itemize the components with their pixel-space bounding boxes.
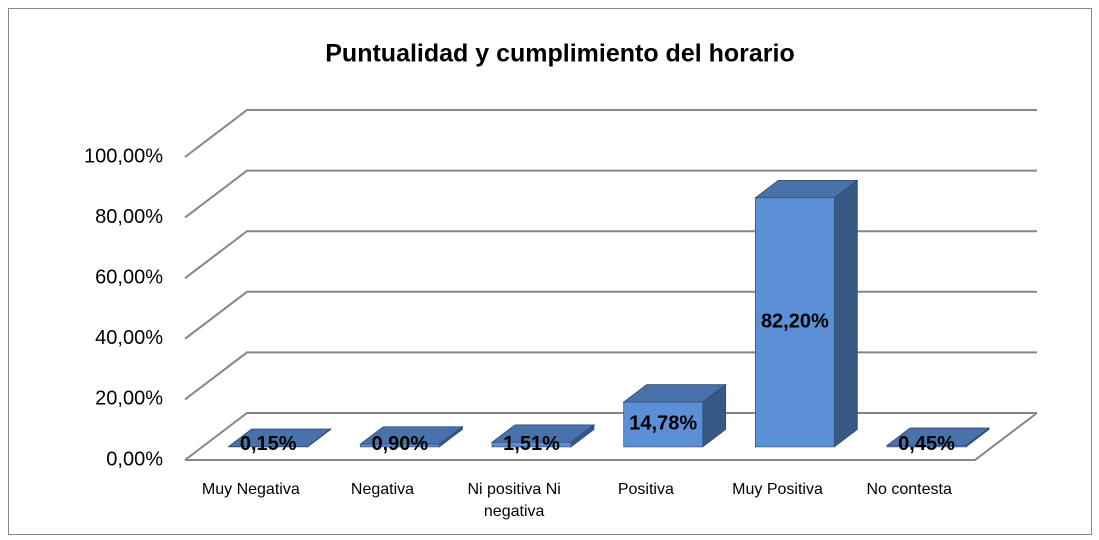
x-tick-label: Muy Positiva [732,481,823,498]
y-tick-label: 40,00% [95,327,163,349]
data-label: 0,45% [898,433,955,455]
bar [491,441,572,448]
y-tick-label: 80,00% [95,206,163,228]
data-label: 14,78% [629,413,697,435]
data-label: 0,90% [372,433,429,455]
data-label: 82,20% [761,311,829,333]
data-label: 0,15% [240,433,297,455]
x-tick-label: Muy Negativa [201,481,300,498]
bar [886,445,967,448]
chart-title: Puntualidad y cumplimiento del horario [325,40,795,68]
bar-side [833,179,858,448]
chart-border [8,8,1092,535]
y-tick-label: 60,00% [95,266,163,288]
bar [623,401,704,448]
x-tick-label: Positiva [617,481,674,498]
y-tick-label: 0,00% [106,448,163,470]
y-tick-label: 100,00% [84,145,163,167]
x-tick-label: No contesta [866,481,952,498]
grid-line [184,109,1037,158]
grid-line [184,169,1037,219]
data-label: 1,51% [503,433,560,455]
x-tick-label: Ni positiva Ni negativa [467,481,561,520]
floor-edge [185,412,1038,461]
x-tick-label: Negativa [350,481,415,498]
bar [754,197,835,448]
bar [359,443,440,448]
y-tick-label: 20,00% [95,388,163,410]
